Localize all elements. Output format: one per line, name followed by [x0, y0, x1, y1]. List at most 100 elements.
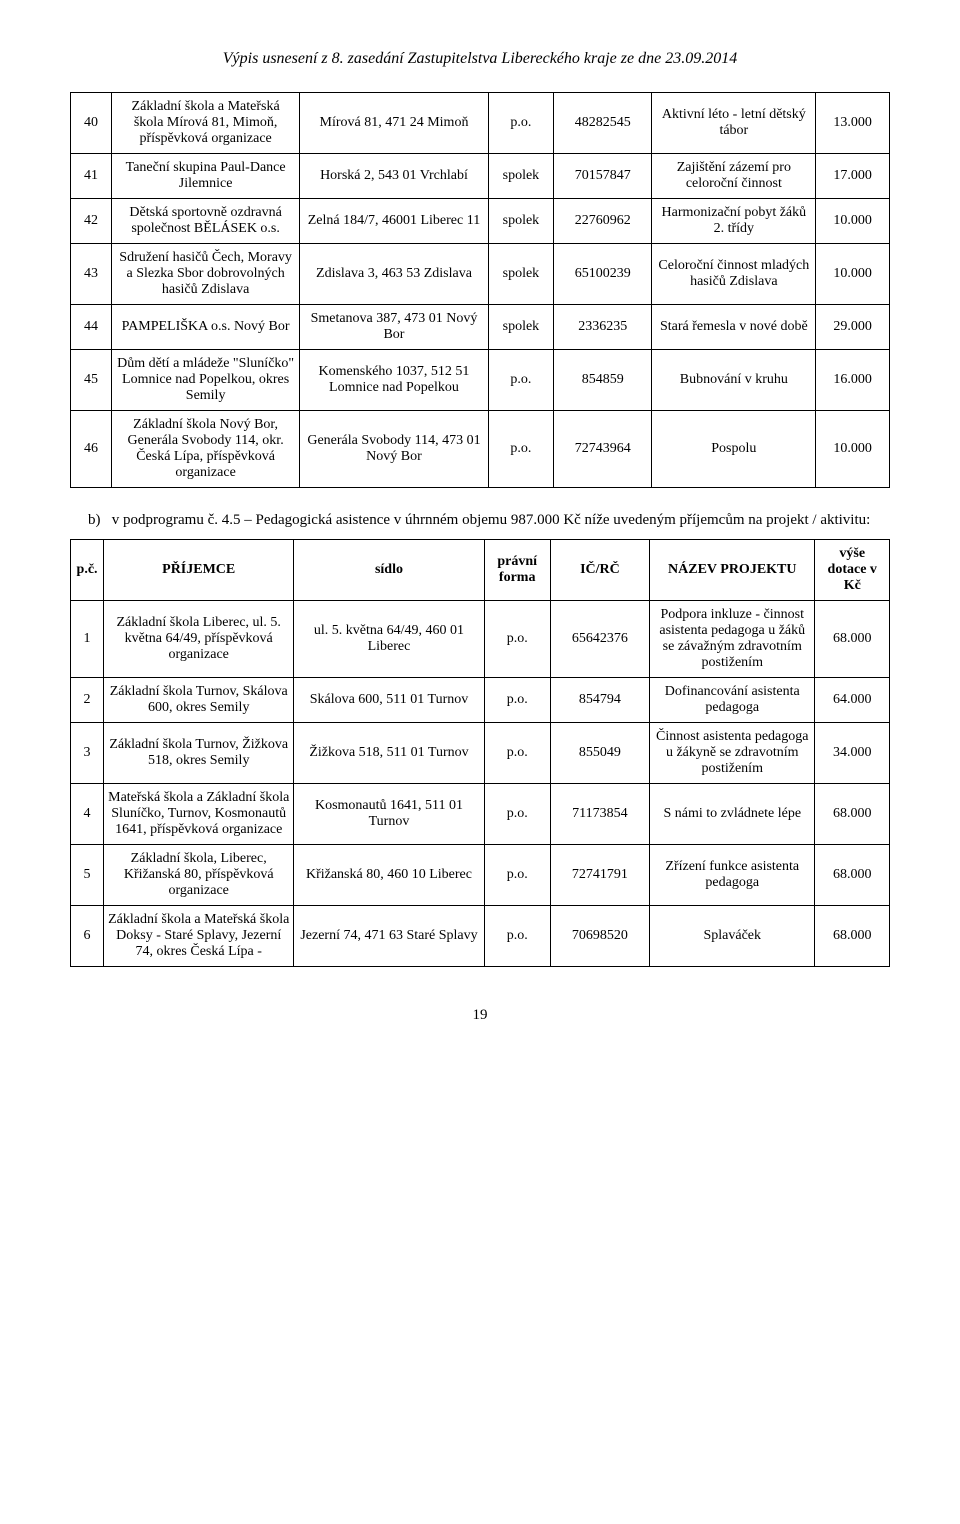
th-num: p.č. — [71, 540, 104, 601]
cell-addr: Mírová 81, 471 24 Mimoň — [300, 93, 488, 154]
cell-num: 6 — [71, 906, 104, 967]
page-title: Výpis usnesení z 8. zasedání Zastupitels… — [70, 50, 890, 68]
cell-form: p.o. — [484, 601, 550, 678]
page-number: 19 — [70, 1007, 890, 1024]
cell-amount: 13.000 — [816, 93, 890, 154]
cell-project: Dofinancování asistenta pedagoga — [650, 678, 815, 723]
table-row: 42Dětská sportovně ozdravná společnost B… — [71, 199, 890, 244]
cell-recipient: Dětská sportovně ozdravná společnost BĚL… — [111, 199, 299, 244]
cell-amount: 29.000 — [816, 305, 890, 350]
cell-project: Podpora inkluze - činnost asistenta peda… — [650, 601, 815, 678]
cell-form: p.o. — [488, 93, 554, 154]
cell-project: Pospolu — [652, 411, 816, 488]
th-addr: sídlo — [294, 540, 484, 601]
cell-form: p.o. — [484, 678, 550, 723]
cell-project: Zajištění zázemí pro celoroční činnost — [652, 154, 816, 199]
table-rows-40-46: 40Základní škola a Mateřská škola Mírová… — [70, 92, 890, 488]
th-ic: IČ/RČ — [550, 540, 649, 601]
cell-num: 1 — [71, 601, 104, 678]
cell-recipient: Dům dětí a mládeže "Sluníčko" Lomnice na… — [111, 350, 299, 411]
table-row: 43Sdružení hasičů Čech, Moravy a Slezka … — [71, 244, 890, 305]
cell-ic: 70698520 — [550, 906, 649, 967]
cell-addr: Žižkova 518, 511 01 Turnov — [294, 723, 484, 784]
cell-amount: 68.000 — [815, 784, 890, 845]
cell-amount: 10.000 — [816, 244, 890, 305]
cell-form: spolek — [488, 199, 554, 244]
cell-recipient: Základní škola Turnov, Skálova 600, okre… — [104, 678, 294, 723]
cell-project: Stará řemesla v nové době — [652, 305, 816, 350]
cell-project: S námi to zvládnete lépe — [650, 784, 815, 845]
cell-ic: 854794 — [550, 678, 649, 723]
table-row: 4Mateřská škola a Základní škola Sluníčk… — [71, 784, 890, 845]
table-header-row: p.č. PŘÍJEMCE sídlo právní forma IČ/RČ N… — [71, 540, 890, 601]
cell-addr: Jezerní 74, 471 63 Staré Splavy — [294, 906, 484, 967]
cell-project: Celoroční činnost mladých hasičů Zdislav… — [652, 244, 816, 305]
cell-project: Splaváček — [650, 906, 815, 967]
cell-amount: 10.000 — [816, 199, 890, 244]
cell-form: spolek — [488, 154, 554, 199]
cell-num: 43 — [71, 244, 112, 305]
cell-project: Bubnování v kruhu — [652, 350, 816, 411]
cell-addr: Komenského 1037, 512 51 Lomnice nad Pope… — [300, 350, 488, 411]
cell-addr: ul. 5. května 64/49, 460 01 Liberec — [294, 601, 484, 678]
cell-ic: 70157847 — [554, 154, 652, 199]
cell-form: spolek — [488, 244, 554, 305]
table-row: 5Základní škola, Liberec, Křižanská 80, … — [71, 845, 890, 906]
cell-recipient: Taneční skupina Paul-Dance Jilemnice — [111, 154, 299, 199]
subsection-b: b) v podprogramu č. 4.5 – Pedagogická as… — [70, 512, 890, 529]
cell-amount: 17.000 — [816, 154, 890, 199]
cell-amount: 10.000 — [816, 411, 890, 488]
cell-project: Harmonizační pobyt žáků 2. třídy — [652, 199, 816, 244]
cell-ic: 72741791 — [550, 845, 649, 906]
cell-recipient: Základní škola a Mateřská škola Doksy - … — [104, 906, 294, 967]
table-row: 46Základní škola Nový Bor, Generála Svob… — [71, 411, 890, 488]
cell-amount: 64.000 — [815, 678, 890, 723]
cell-recipient: Základní škola, Liberec, Křižanská 80, p… — [104, 845, 294, 906]
cell-num: 40 — [71, 93, 112, 154]
cell-amount: 16.000 — [816, 350, 890, 411]
cell-form: p.o. — [488, 411, 554, 488]
table-row: 41Taneční skupina Paul-Dance JilemniceHo… — [71, 154, 890, 199]
cell-form: p.o. — [484, 784, 550, 845]
cell-form: p.o. — [484, 845, 550, 906]
cell-ic: 72743964 — [554, 411, 652, 488]
subsection-text: v podprogramu č. 4.5 – Pedagogická asist… — [112, 512, 871, 528]
th-form: právní forma — [484, 540, 550, 601]
table-row: 3Základní škola Turnov, Žižkova 518, okr… — [71, 723, 890, 784]
cell-num: 4 — [71, 784, 104, 845]
cell-ic: 65642376 — [550, 601, 649, 678]
cell-num: 3 — [71, 723, 104, 784]
cell-num: 41 — [71, 154, 112, 199]
cell-amount: 68.000 — [815, 906, 890, 967]
cell-project: Činnost asistenta pedagoga u žákyně se z… — [650, 723, 815, 784]
cell-recipient: Základní škola a Mateřská škola Mírová 8… — [111, 93, 299, 154]
cell-recipient: Základní škola Liberec, ul. 5. května 64… — [104, 601, 294, 678]
cell-project: Zřízení funkce asistenta pedagoga — [650, 845, 815, 906]
cell-addr: Horská 2, 543 01 Vrchlabí — [300, 154, 488, 199]
cell-ic: 48282545 — [554, 93, 652, 154]
cell-form: spolek — [488, 305, 554, 350]
cell-ic: 855049 — [550, 723, 649, 784]
cell-num: 5 — [71, 845, 104, 906]
cell-ic: 65100239 — [554, 244, 652, 305]
cell-addr: Generála Svobody 114, 473 01 Nový Bor — [300, 411, 488, 488]
table-row: 40Základní škola a Mateřská škola Mírová… — [71, 93, 890, 154]
cell-num: 42 — [71, 199, 112, 244]
cell-amount: 68.000 — [815, 601, 890, 678]
cell-ic: 2336235 — [554, 305, 652, 350]
cell-recipient: PAMPELIŠKA o.s. Nový Bor — [111, 305, 299, 350]
cell-ic: 71173854 — [550, 784, 649, 845]
table-subprogram-45: p.č. PŘÍJEMCE sídlo právní forma IČ/RČ N… — [70, 539, 890, 967]
th-recipient: PŘÍJEMCE — [104, 540, 294, 601]
cell-recipient: Základní škola Turnov, Žižkova 518, okre… — [104, 723, 294, 784]
cell-addr: Zelná 184/7, 46001 Liberec 11 — [300, 199, 488, 244]
cell-addr: Skálova 600, 511 01 Turnov — [294, 678, 484, 723]
th-amount: výše dotace v Kč — [815, 540, 890, 601]
table-row: 45Dům dětí a mládeže "Sluníčko" Lomnice … — [71, 350, 890, 411]
cell-addr: Kosmonautů 1641, 511 01 Turnov — [294, 784, 484, 845]
cell-recipient: Sdružení hasičů Čech, Moravy a Slezka Sb… — [111, 244, 299, 305]
cell-addr: Zdislava 3, 463 53 Zdislava — [300, 244, 488, 305]
cell-num: 44 — [71, 305, 112, 350]
cell-amount: 34.000 — [815, 723, 890, 784]
table-row: 44PAMPELIŠKA o.s. Nový BorSmetanova 387,… — [71, 305, 890, 350]
